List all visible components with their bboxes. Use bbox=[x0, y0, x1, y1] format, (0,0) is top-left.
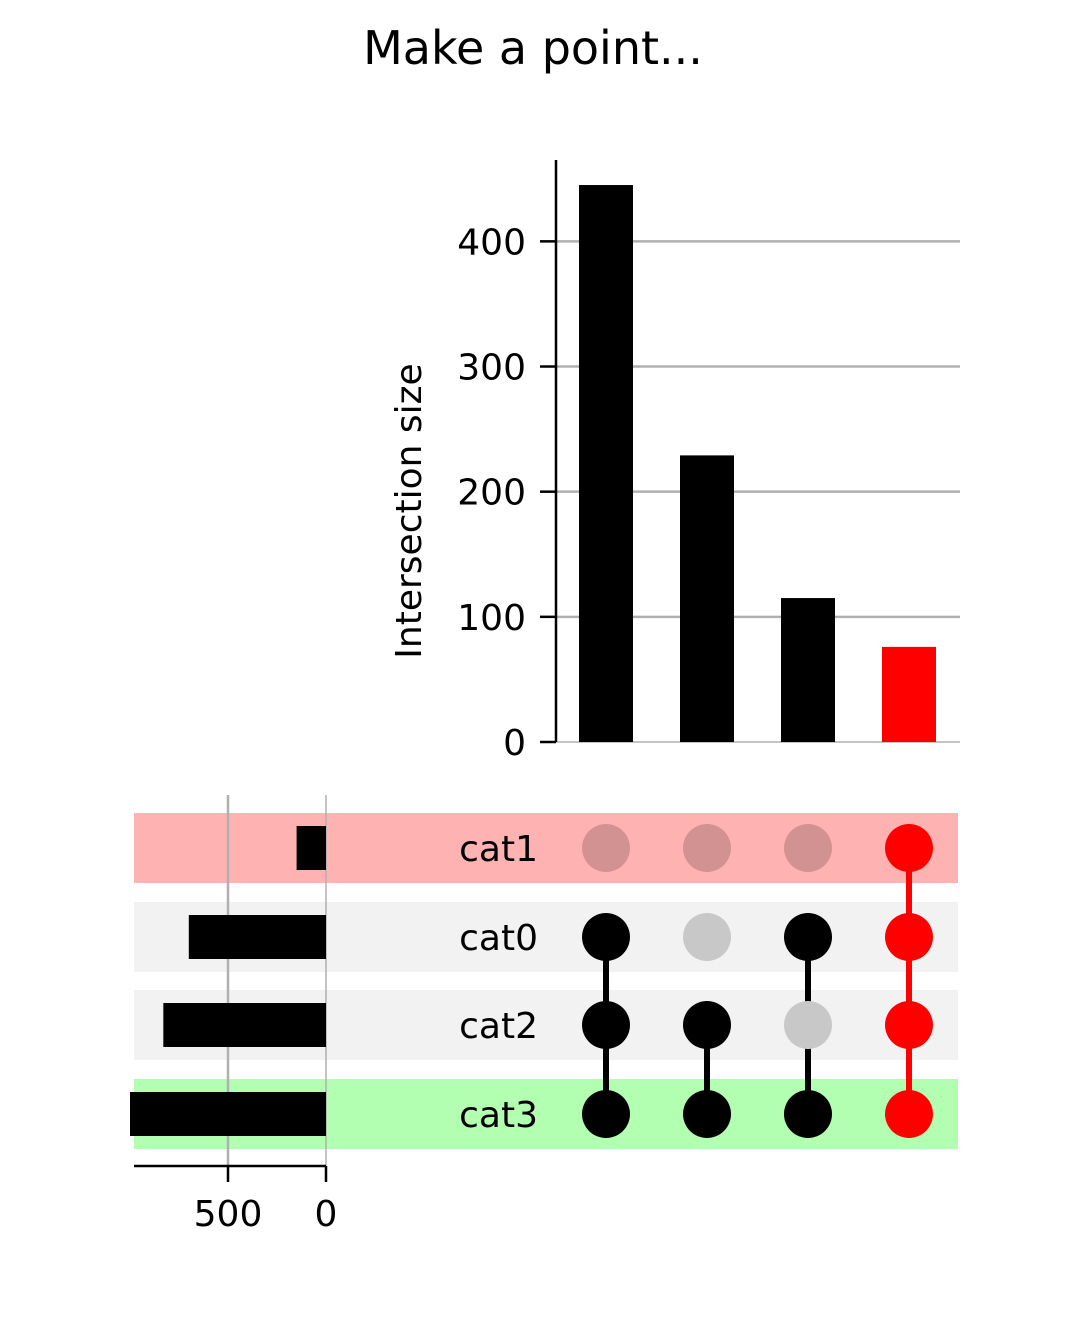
membership-dot-inactive bbox=[582, 824, 630, 872]
totals-x-tick-label: 500 bbox=[194, 1194, 263, 1235]
membership-dot bbox=[582, 1090, 630, 1138]
membership-dot bbox=[885, 913, 933, 961]
y-tick-label: 100 bbox=[457, 598, 526, 639]
membership-dot-inactive bbox=[784, 1001, 832, 1049]
membership-dot bbox=[784, 913, 832, 961]
membership-dot-inactive bbox=[683, 913, 731, 961]
intersection-bar bbox=[680, 455, 734, 742]
intersection-bars-panel: 0 100 200 300 400 Intersection size bbox=[389, 160, 960, 764]
set-row-label: cat0 bbox=[459, 918, 538, 959]
membership-dot bbox=[885, 1001, 933, 1049]
set-total-bar bbox=[296, 826, 326, 870]
intersection-bar bbox=[781, 598, 835, 742]
y-axis-label: Intersection size bbox=[389, 363, 430, 658]
membership-dot bbox=[885, 824, 933, 872]
set-total-bar bbox=[163, 1003, 326, 1047]
y-tick-label: 200 bbox=[457, 473, 526, 514]
membership-dot-inactive bbox=[683, 824, 731, 872]
set-total-bar bbox=[188, 915, 326, 959]
y-tick-label: 0 bbox=[503, 723, 526, 764]
membership-dot bbox=[582, 1001, 630, 1049]
set-row-label: cat3 bbox=[459, 1095, 538, 1136]
membership-dot bbox=[683, 1001, 731, 1049]
set-row-band bbox=[134, 813, 958, 883]
totals-x-tick-label: 0 bbox=[315, 1194, 338, 1235]
set-total-bar bbox=[130, 1092, 326, 1136]
chart-title: Make a point... bbox=[363, 21, 703, 75]
intersection-bar bbox=[579, 185, 633, 743]
set-row-label: cat2 bbox=[459, 1006, 538, 1047]
membership-dot bbox=[582, 913, 630, 961]
membership-dot-inactive bbox=[784, 824, 832, 872]
membership-dot bbox=[784, 1090, 832, 1138]
y-tick-label: 400 bbox=[457, 222, 526, 263]
intersection-bar bbox=[882, 646, 936, 742]
y-tick-label: 300 bbox=[457, 348, 526, 389]
set-row-label: cat1 bbox=[459, 829, 538, 870]
set-totals-panel: 500 0 bbox=[130, 795, 337, 1235]
membership-dot bbox=[683, 1090, 731, 1138]
membership-dot bbox=[885, 1090, 933, 1138]
